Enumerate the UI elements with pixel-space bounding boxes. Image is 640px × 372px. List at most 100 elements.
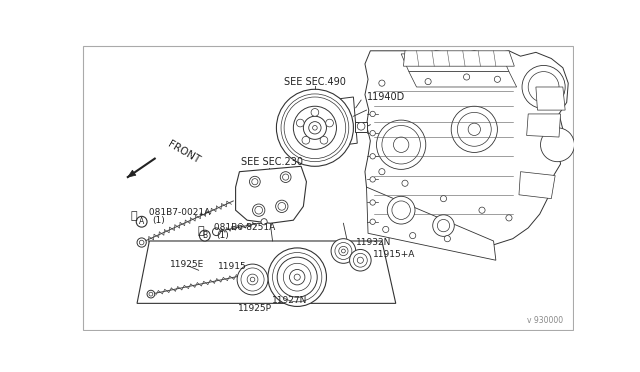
- Circle shape: [283, 174, 289, 180]
- Circle shape: [440, 196, 447, 202]
- Circle shape: [379, 169, 385, 175]
- Circle shape: [293, 106, 337, 150]
- Circle shape: [370, 177, 375, 182]
- Circle shape: [200, 230, 210, 241]
- Circle shape: [149, 292, 153, 296]
- Circle shape: [357, 257, 364, 263]
- Text: A: A: [139, 217, 144, 226]
- Circle shape: [276, 89, 353, 166]
- Circle shape: [326, 119, 333, 127]
- Circle shape: [331, 239, 356, 263]
- Polygon shape: [236, 166, 307, 223]
- Circle shape: [237, 264, 268, 295]
- Polygon shape: [527, 114, 561, 137]
- Circle shape: [479, 207, 485, 213]
- Circle shape: [458, 112, 492, 146]
- Polygon shape: [401, 54, 509, 71]
- Circle shape: [437, 219, 450, 232]
- Circle shape: [273, 253, 322, 302]
- Circle shape: [370, 154, 375, 159]
- Text: (1): (1): [216, 231, 229, 240]
- Circle shape: [370, 200, 375, 205]
- Text: Ⓑ: Ⓑ: [198, 226, 204, 236]
- Text: 11915: 11915: [218, 262, 247, 271]
- Polygon shape: [365, 51, 568, 246]
- Circle shape: [383, 226, 389, 232]
- Circle shape: [392, 201, 410, 219]
- Text: 081B7-0021A: 081B7-0021A: [147, 208, 211, 217]
- Text: B: B: [202, 231, 207, 240]
- Circle shape: [280, 172, 291, 183]
- Polygon shape: [367, 187, 496, 260]
- Circle shape: [387, 196, 415, 224]
- Text: 11927N: 11927N: [272, 296, 307, 305]
- Text: SEE SEC.230: SEE SEC.230: [241, 157, 303, 167]
- Circle shape: [320, 137, 328, 144]
- Circle shape: [289, 269, 305, 285]
- Circle shape: [433, 215, 454, 236]
- Circle shape: [312, 125, 317, 130]
- Circle shape: [250, 176, 260, 187]
- Circle shape: [276, 200, 288, 212]
- Text: v 930000: v 930000: [527, 316, 563, 325]
- Circle shape: [281, 94, 349, 162]
- Text: 081B6-8251A: 081B6-8251A: [211, 222, 275, 232]
- Text: 11932N: 11932N: [356, 238, 391, 247]
- Circle shape: [349, 250, 371, 271]
- Circle shape: [494, 76, 500, 82]
- Circle shape: [311, 109, 319, 116]
- Circle shape: [284, 97, 346, 158]
- Circle shape: [278, 202, 285, 210]
- Circle shape: [212, 228, 220, 235]
- Circle shape: [444, 235, 451, 242]
- Circle shape: [302, 137, 310, 144]
- Text: (1): (1): [152, 216, 165, 225]
- Circle shape: [268, 248, 326, 307]
- Circle shape: [296, 119, 304, 127]
- Text: 11915+A: 11915+A: [372, 250, 415, 259]
- Circle shape: [357, 122, 365, 130]
- Circle shape: [247, 274, 258, 285]
- Circle shape: [451, 106, 497, 153]
- Circle shape: [528, 71, 559, 102]
- Polygon shape: [409, 71, 516, 87]
- Text: SEE SEC.490: SEE SEC.490: [284, 77, 346, 87]
- Circle shape: [382, 125, 420, 164]
- Circle shape: [136, 217, 147, 227]
- Circle shape: [541, 128, 575, 162]
- Circle shape: [379, 80, 385, 86]
- Circle shape: [261, 219, 267, 225]
- Text: 11925E: 11925E: [170, 260, 204, 269]
- Circle shape: [250, 277, 255, 282]
- Text: 11940D: 11940D: [367, 92, 404, 102]
- Circle shape: [425, 78, 431, 85]
- Circle shape: [255, 206, 262, 214]
- Circle shape: [353, 253, 367, 267]
- Circle shape: [253, 204, 265, 217]
- Circle shape: [140, 240, 144, 245]
- Circle shape: [506, 215, 512, 221]
- Circle shape: [468, 123, 481, 135]
- Circle shape: [410, 232, 416, 239]
- Text: 11925P: 11925P: [238, 304, 272, 313]
- Circle shape: [303, 116, 326, 140]
- Polygon shape: [355, 122, 367, 132]
- Polygon shape: [519, 172, 555, 199]
- Circle shape: [370, 131, 375, 136]
- Circle shape: [522, 65, 565, 109]
- Circle shape: [147, 290, 155, 298]
- Circle shape: [370, 219, 375, 224]
- Polygon shape: [403, 51, 515, 66]
- Circle shape: [308, 122, 321, 134]
- Circle shape: [463, 74, 470, 80]
- Polygon shape: [536, 87, 565, 110]
- Circle shape: [284, 263, 311, 291]
- Text: FRONT: FRONT: [166, 139, 202, 166]
- Circle shape: [370, 111, 375, 117]
- Polygon shape: [323, 97, 357, 147]
- Circle shape: [335, 243, 352, 260]
- Circle shape: [342, 249, 346, 253]
- Circle shape: [277, 257, 317, 297]
- Text: Ⓐ: Ⓐ: [131, 211, 137, 221]
- Circle shape: [394, 137, 409, 153]
